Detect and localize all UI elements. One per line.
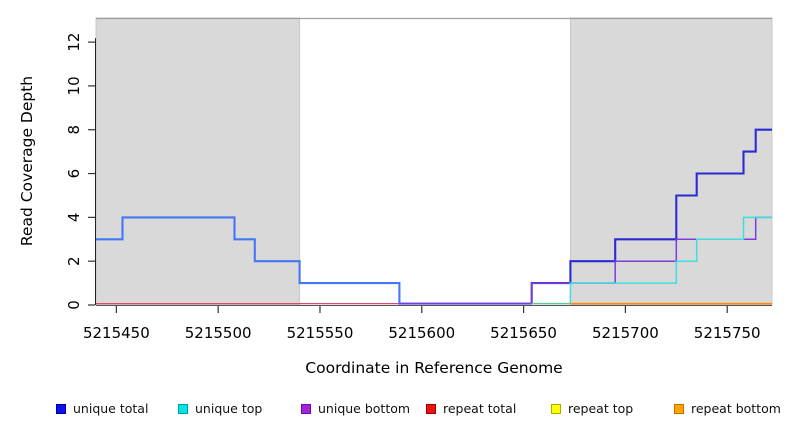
- legend-item-unique-total: unique total: [56, 402, 148, 416]
- legend-item-unique-top: unique top: [178, 402, 262, 416]
- repeat-bottom-swatch-icon: [674, 404, 684, 414]
- legend-item-repeat-bottom: repeat bottom: [674, 402, 781, 416]
- legend-label: repeat top: [568, 401, 634, 416]
- legend-label: unique top: [195, 401, 263, 416]
- unique-total-swatch-icon: [56, 404, 66, 414]
- y-tick-label: 4: [65, 213, 83, 223]
- x-tick-label: 5215500: [185, 324, 252, 342]
- x-tick-label: 5215550: [287, 324, 354, 342]
- unique-bottom-swatch-icon: [301, 404, 311, 414]
- x-tick-label: 5215700: [592, 324, 659, 342]
- y-tick-label: 6: [65, 169, 83, 179]
- y-tick-label: 10: [65, 76, 83, 95]
- repeat-top-swatch-icon: [551, 404, 561, 414]
- shaded-repeat-region: [95, 17, 301, 306]
- y-tick-label: 0: [65, 300, 83, 310]
- unique-top-swatch-icon: [178, 404, 188, 414]
- legend-item-repeat-total: repeat total: [426, 402, 516, 416]
- unique-total-right: [530, 128, 772, 304]
- legend-label: repeat bottom: [691, 401, 781, 416]
- legend-label: unique bottom: [318, 401, 411, 416]
- x-tick-label: 5215750: [694, 324, 761, 342]
- legend-label: unique total: [73, 401, 149, 416]
- x-tick-label: 5215650: [490, 324, 557, 342]
- legend-label: repeat total: [443, 401, 517, 416]
- legend-item-repeat-top: repeat top: [551, 402, 633, 416]
- unique-total-left: [96, 216, 532, 305]
- x-axis-label: Coordinate in Reference Genome: [305, 359, 563, 377]
- repeat-total-swatch-icon: [426, 404, 436, 414]
- shaded-repeat-region: [569, 17, 773, 306]
- unique-bottom-line: [399, 216, 772, 305]
- x-tick-label: 5215600: [388, 324, 455, 342]
- unique-top-line: [569, 216, 772, 304]
- y-tick-label: 2: [65, 256, 83, 266]
- x-tick-label: 5215450: [83, 324, 150, 342]
- y-tick-label: 12: [65, 33, 83, 52]
- y-tick-label: 8: [65, 125, 83, 135]
- y-axis-label: Read Coverage Depth: [18, 75, 36, 247]
- legend-item-unique-bottom: unique bottom: [301, 402, 410, 416]
